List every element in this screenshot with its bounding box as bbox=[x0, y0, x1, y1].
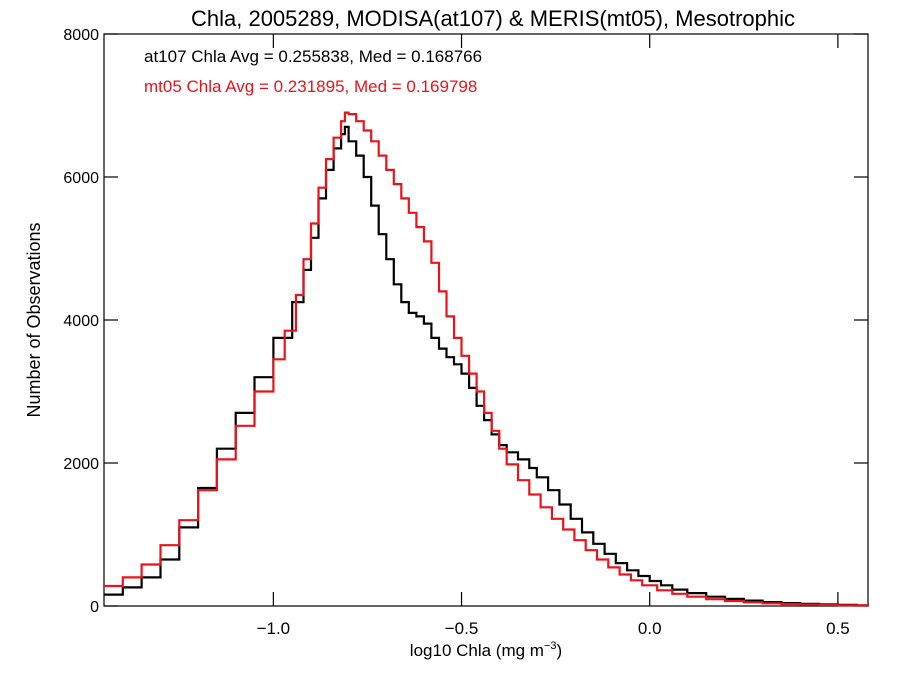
plot-border bbox=[103, 33, 869, 607]
x-tick-label: −1.0 bbox=[257, 619, 291, 638]
x-axis-label-main: log10 Chla (mg m bbox=[410, 641, 544, 660]
y-tick-label: 4000 bbox=[63, 313, 99, 330]
y-tick-label: 0 bbox=[90, 599, 99, 616]
series-at107-histogram bbox=[104, 125, 870, 607]
x-axis-label-exponent: −3 bbox=[544, 640, 557, 652]
y-tick-label: 6000 bbox=[63, 170, 99, 187]
annotation-mt05: mt05 Chla Avg = 0.231895, Med = 0.169798 bbox=[144, 77, 477, 96]
annotation-at107: at107 Chla Avg = 0.255838, Med = 0.16876… bbox=[144, 47, 482, 66]
y-tick-label: 8000 bbox=[63, 27, 99, 44]
chart-title: Chla, 2005289, MODISA(at107) & MERIS(mt0… bbox=[191, 6, 795, 31]
y-axis: 0 2000 4000 6000 8000 bbox=[63, 27, 868, 616]
x-tick-label: 0.5 bbox=[826, 619, 850, 638]
x-tick-label: −0.5 bbox=[445, 619, 479, 638]
x-axis-label-close: ) bbox=[557, 641, 563, 660]
series-layer bbox=[104, 111, 870, 607]
x-tick-label: 0.0 bbox=[638, 619, 662, 638]
y-tick-label: 2000 bbox=[63, 456, 99, 473]
y-axis-label: Number of Observations bbox=[24, 222, 44, 417]
series-mt05-histogram bbox=[104, 111, 870, 607]
plot-area bbox=[103, 33, 869, 607]
x-axis: −1.0 −0.5 0.0 0.5 bbox=[257, 34, 850, 638]
x-axis-label: log10 Chla (mg m−3) bbox=[410, 640, 562, 660]
